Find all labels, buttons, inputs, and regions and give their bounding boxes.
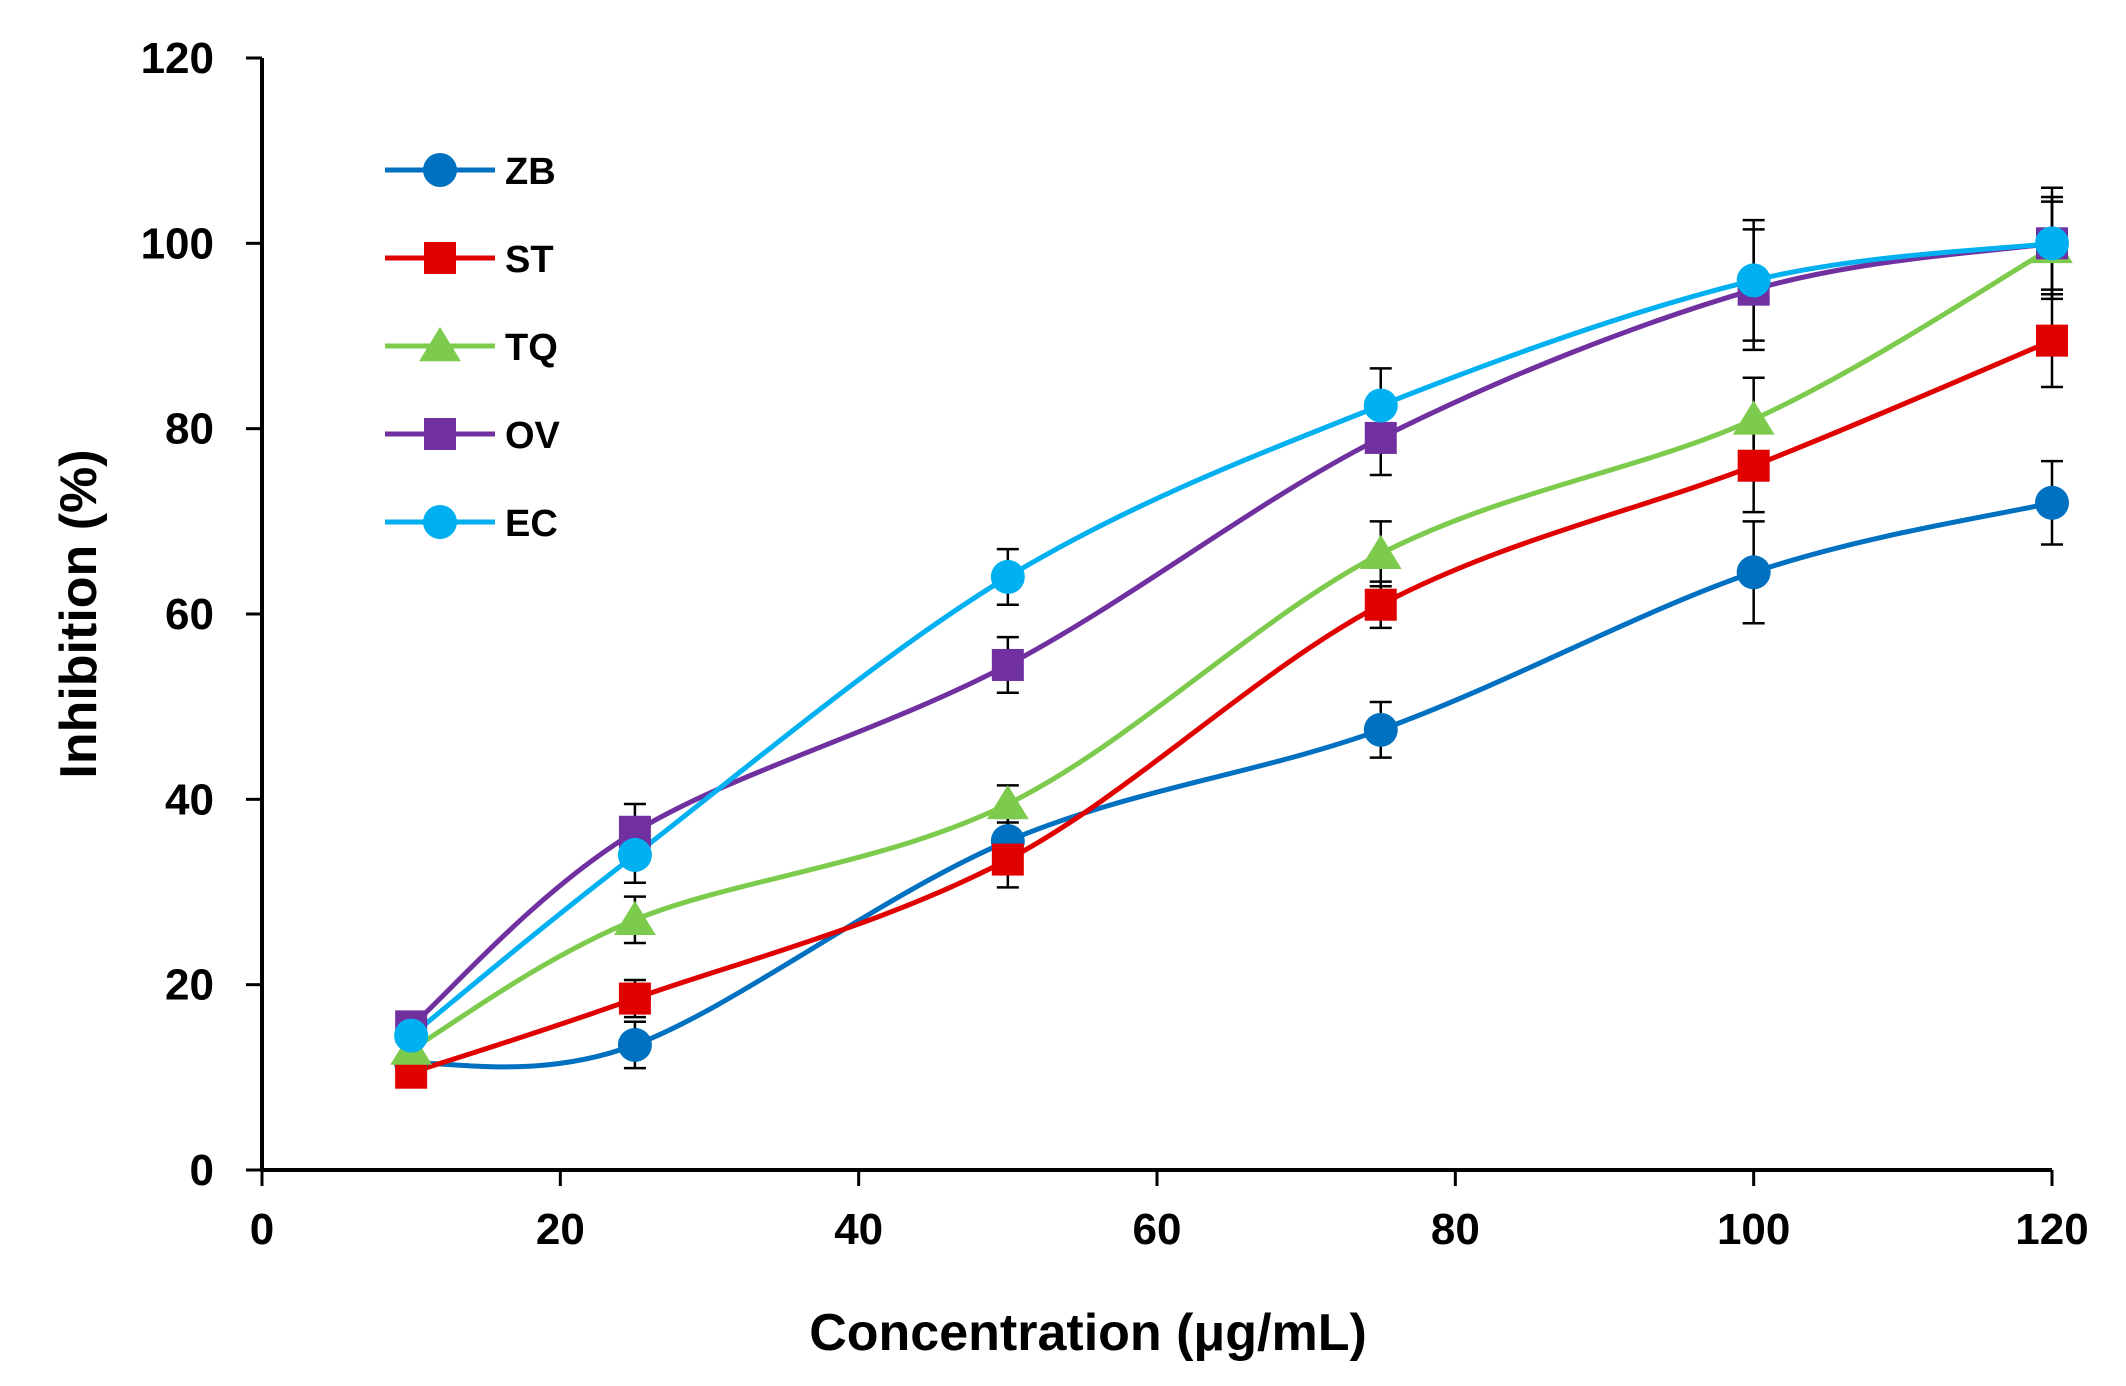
legend-label-st: ST (505, 239, 554, 281)
series-line-ec (409, 240, 2053, 1038)
point-zb-100 (1736, 555, 1771, 590)
ticks: 0 20 40 60 80 100 120 0 20 40 60 80 100 120 (141, 34, 2089, 1254)
point-ov-50 (991, 648, 1024, 681)
legend-item-tq: TQ (385, 327, 558, 369)
point-ec-75 (1363, 388, 1398, 423)
legend-item-st: ST (385, 239, 554, 281)
axes (260, 58, 2052, 1172)
markers-tq (390, 228, 2073, 1065)
series-layer (390, 186, 2073, 1089)
y-tick-label-60: 60 (165, 590, 214, 639)
y-tick-label-20: 20 (165, 961, 214, 1010)
point-st-100 (1737, 449, 1770, 482)
series-line-st (410, 338, 2053, 1076)
point-tq-100 (1732, 400, 1775, 435)
errorbars-ec (400, 186, 2063, 1051)
legend-label-tq: TQ (505, 327, 558, 369)
y-tick-label-0: 0 (190, 1146, 214, 1195)
point-ec-10 (394, 1018, 429, 1053)
legend-marker-tq (419, 327, 461, 362)
x-tick-label-40: 40 (834, 1205, 883, 1254)
legend-marker-st (424, 242, 456, 274)
point-st-50 (991, 843, 1024, 876)
errorbars-st (400, 293, 2063, 1088)
y-tick-label-80: 80 (165, 405, 214, 454)
point-tq-25 (614, 900, 656, 935)
legend-label-ec: EC (505, 503, 558, 545)
point-zb-75 (1363, 712, 1398, 747)
series-line-tq (409, 245, 2054, 1052)
point-zb-25 (617, 1027, 652, 1062)
legend-label-ov: OV (505, 415, 561, 457)
legend-marker-zb (423, 153, 457, 187)
point-ov-75 (1364, 421, 1397, 454)
point-tq-50 (986, 784, 1029, 820)
series-line-zb (410, 500, 2053, 1070)
point-ec-100 (1736, 263, 1771, 298)
x-tick-label-100: 100 (1717, 1205, 1790, 1254)
point-ec-120 (2035, 226, 2069, 261)
y-tick-label-100: 100 (141, 219, 214, 268)
x-axis-title: Concentration (μg/mL) (809, 1304, 1367, 1362)
x-tick-label-120: 120 (2015, 1205, 2088, 1254)
x-tick-label-20: 20 (536, 1205, 585, 1254)
point-st-120 (2036, 324, 2068, 357)
legend-item-ec: EC (385, 503, 558, 545)
point-zb-120 (2035, 485, 2069, 520)
y-axis-title: Inhibition (%) (50, 449, 108, 778)
markers-ec (394, 226, 2069, 1053)
x-tick-label-80: 80 (1431, 1205, 1480, 1254)
y-tick-label-40: 40 (165, 775, 214, 824)
legend-marker-ov (424, 418, 456, 450)
legend-label-zb: ZB (505, 151, 556, 193)
x-tick-label-0: 0 (250, 1205, 274, 1254)
x-tick-label-60: 60 (1133, 1205, 1182, 1254)
legend-item-zb: ZB (385, 151, 556, 193)
point-st-75 (1364, 588, 1397, 621)
point-st-25 (618, 982, 651, 1015)
legend-marker-ec (423, 505, 457, 539)
y-tick-label-120: 120 (141, 34, 214, 83)
point-ec-50 (990, 559, 1025, 594)
point-tq-75 (1359, 534, 1402, 569)
point-ec-25 (617, 837, 652, 872)
legend: ZB ST TQ OV EC (385, 151, 561, 545)
legend-item-ov: OV (385, 415, 561, 457)
